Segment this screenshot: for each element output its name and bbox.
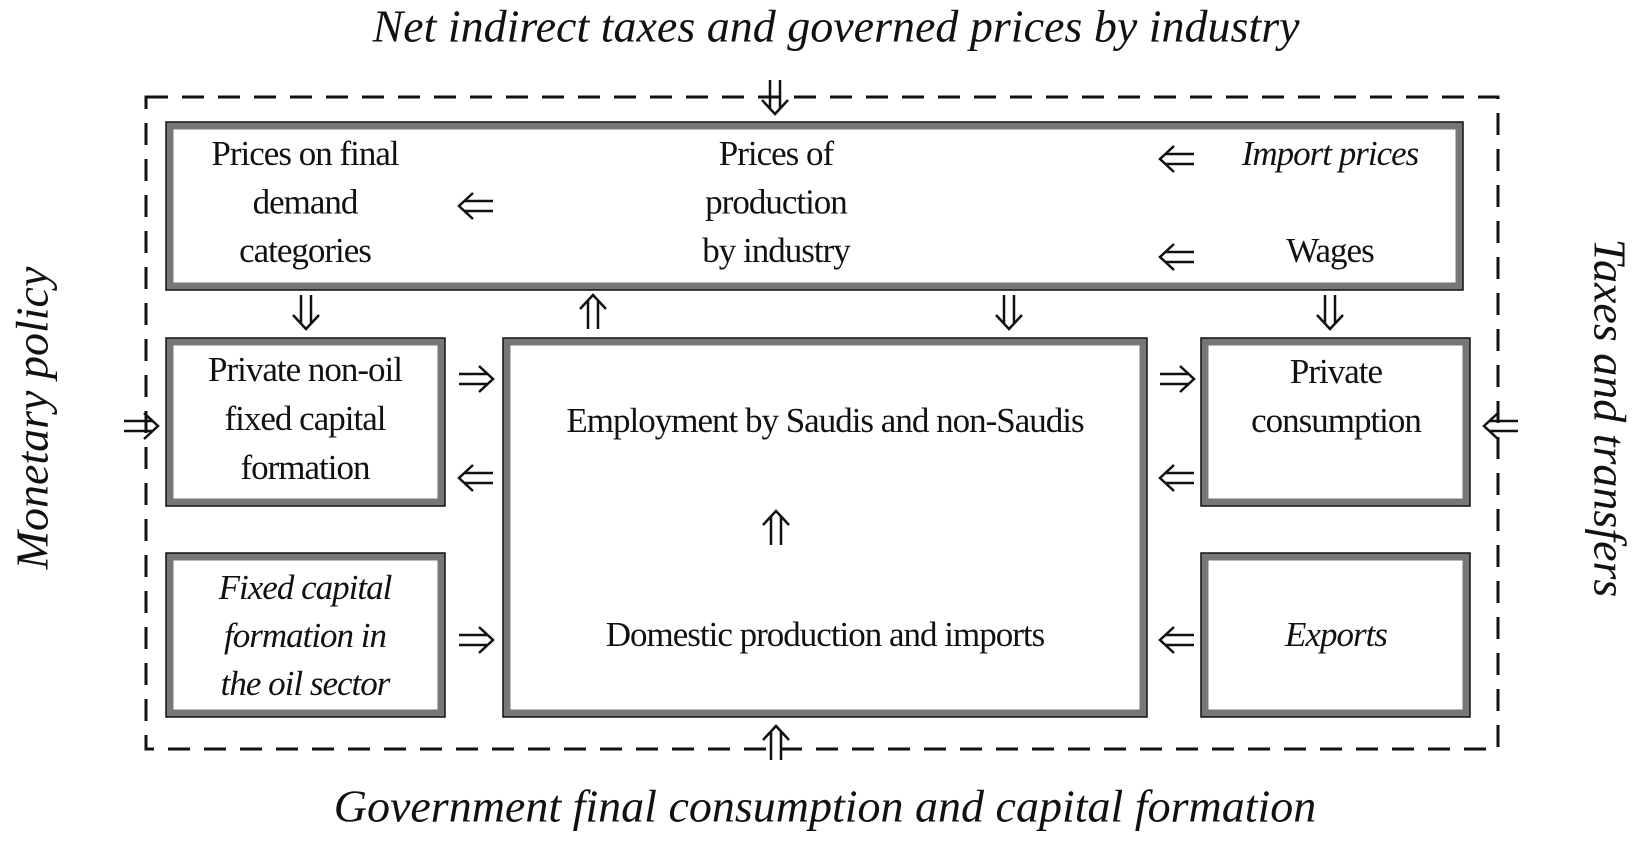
node-label: Fixed capital — [218, 568, 392, 607]
node-label: Private — [1290, 352, 1383, 391]
node-label: the oil sector — [221, 664, 391, 703]
node-label: formation — [240, 448, 370, 487]
node-label: formation in — [224, 616, 387, 655]
dashed-boundary — [144, 95, 1500, 751]
footer: Government final consumption and capital… — [334, 781, 1317, 832]
node-label: Prices on final — [211, 134, 399, 173]
node-label: categories — [239, 231, 371, 270]
node-label: production — [705, 183, 847, 222]
node-label: fixed capital — [225, 399, 387, 438]
node-label: Private non-oil — [208, 350, 403, 389]
node-label: Wages — [1286, 231, 1374, 270]
node-label: Prices of — [719, 134, 835, 173]
node-label: Exports — [1284, 615, 1387, 654]
node-label: by industry — [702, 231, 851, 270]
title: Net indirect taxes and governed prices b… — [371, 1, 1300, 52]
node-label: Employment by Saudis and non-Saudis — [566, 401, 1084, 440]
left-label: Monetary policy — [7, 266, 58, 570]
node-label: demand — [253, 183, 359, 222]
node-label: Domestic production and imports — [606, 615, 1045, 654]
node-label: Import prices — [1241, 134, 1419, 173]
right-label: Taxes and transfers — [1584, 239, 1635, 598]
boxes — [165, 121, 1471, 718]
node-label: consumption — [1251, 401, 1421, 440]
